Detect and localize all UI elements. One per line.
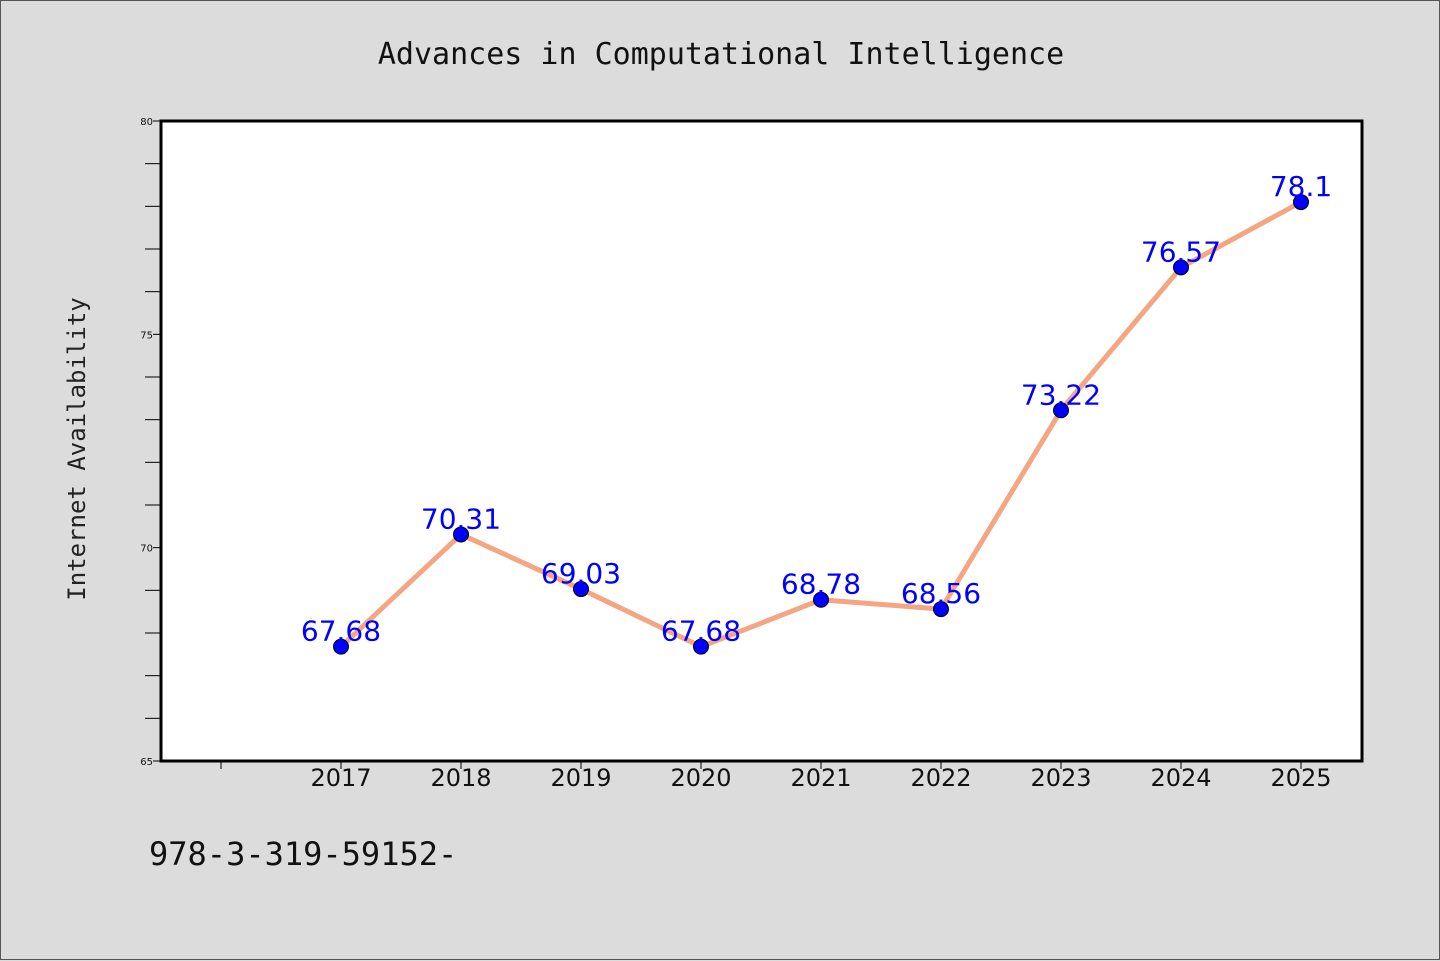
y-tick-label: 75 (140, 330, 153, 341)
y-axis-label: Internet Availability (63, 297, 91, 600)
data-label: 67.68 (301, 615, 381, 648)
footnote-text: 978-3-319-59152- (149, 835, 457, 873)
data-point (813, 591, 829, 608)
data-point (453, 526, 469, 543)
data-label: 78.1 (1270, 170, 1332, 203)
x-tick-label: 2025 (1270, 764, 1331, 792)
y-tick-label: 70 (140, 544, 153, 555)
x-tick-label: 2023 (1030, 764, 1091, 792)
x-tick-label: 2022 (910, 764, 971, 792)
x-tick-label: 2019 (550, 764, 611, 792)
data-label: 73.22 (1021, 378, 1101, 411)
data-label: 76.57 (1141, 235, 1221, 268)
data-label: 67.68 (661, 615, 741, 648)
data-point (693, 638, 709, 655)
x-tick-label: 2021 (790, 764, 851, 792)
series-points-group (333, 194, 1309, 655)
x-tick-label: 2018 (430, 764, 491, 792)
data-label: 69.03 (541, 557, 621, 590)
chart-title: Advances in Computational Intelligence (378, 37, 1064, 72)
data-point (573, 581, 589, 598)
x-axis-ticks: 2017 2018 2019 2020 2021 2022 2023 2024 2025 (220, 761, 1332, 792)
y-tick-label: 80 (140, 117, 153, 128)
data-point (333, 638, 349, 655)
data-labels-group: 67.68 70.31 69.03 67.68 68.78 68.56 73.22 76.57… (301, 170, 1332, 648)
data-label: 70.31 (421, 502, 501, 535)
data-point (1293, 194, 1309, 211)
x-tick-label: 2020 (670, 764, 731, 792)
y-axis-ticks: 65 70 75 80 (140, 117, 161, 768)
data-point (1173, 259, 1189, 276)
x-tick-label: 2024 (1150, 764, 1211, 792)
data-label: 68.78 (781, 568, 861, 601)
x-tick-label: 2017 (310, 764, 371, 792)
y-tick-label: 65 (140, 757, 153, 768)
data-point (1053, 402, 1069, 419)
data-point (933, 601, 949, 618)
plot-area (159, 119, 1364, 763)
data-label: 68.56 (901, 577, 981, 610)
